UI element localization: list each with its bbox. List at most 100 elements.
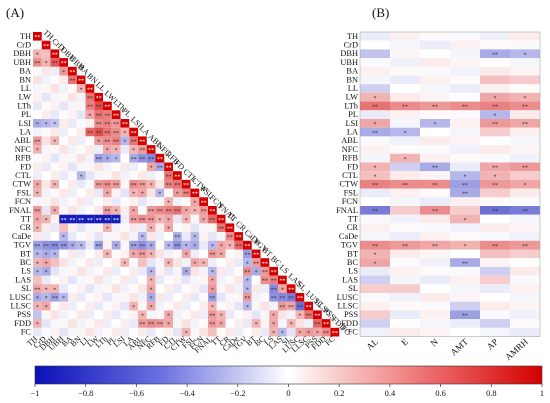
panel-a-cell xyxy=(41,206,51,215)
panel-b-cell xyxy=(480,249,510,259)
panel-a-cell xyxy=(120,284,130,293)
panel-a-cell xyxy=(138,206,147,215)
panel-b-cell xyxy=(420,197,450,206)
panel-a-cell xyxy=(33,136,42,146)
panel-a-significance: ** xyxy=(209,296,215,302)
panel-a-cell xyxy=(33,188,42,198)
panel-a-cell xyxy=(76,284,86,293)
panel-a-row-label: CTL xyxy=(15,171,31,180)
panel-a-cell xyxy=(155,223,165,233)
panel-a-cell xyxy=(50,101,60,111)
panel-a-significance: ** xyxy=(148,322,154,328)
panel-a-cell xyxy=(94,293,103,302)
panel-b-significance: ** xyxy=(432,244,438,250)
panel-b-cell xyxy=(450,110,480,119)
panel-a-cell xyxy=(146,301,156,311)
panel-a-cell xyxy=(94,319,103,328)
panel-a-cell xyxy=(103,145,112,154)
panel-b-cell xyxy=(420,327,450,337)
panel-a-significance: ** xyxy=(69,79,75,85)
panel-a-cell xyxy=(181,223,191,233)
panel-a-cell xyxy=(76,232,86,241)
panel-a-cell xyxy=(164,179,173,189)
panel-b-cell xyxy=(360,58,390,67)
panel-b-cell xyxy=(450,119,480,128)
panel-a-cell xyxy=(260,266,270,276)
panel-a-cell xyxy=(85,249,95,259)
panel-b-cell xyxy=(480,240,510,250)
panel-a-cell xyxy=(208,327,217,337)
panel-a-cell xyxy=(225,310,235,320)
panel-a-significance: * xyxy=(150,270,153,276)
panel-a-cell xyxy=(33,310,42,320)
panel-a-cell xyxy=(41,293,51,302)
panel-b-cell xyxy=(450,179,480,189)
panel-b-cell xyxy=(480,40,510,50)
panel-a-significance: * xyxy=(80,174,83,180)
panel-a-significance: * xyxy=(150,166,153,172)
panel-a-cell xyxy=(146,162,156,172)
panel-a-cell xyxy=(111,327,121,337)
panel-b-cell xyxy=(480,266,510,276)
panel-b-cell xyxy=(420,223,450,233)
panel-a-cell xyxy=(59,153,68,163)
panel-a-significance: ** xyxy=(139,218,145,224)
panel-b-cell xyxy=(450,232,480,241)
panel-b-cell xyxy=(480,58,510,67)
panel-a-cell xyxy=(111,258,121,267)
panel-b-cell xyxy=(510,171,540,180)
panel-a-cell xyxy=(85,119,95,128)
panel-a-row-label: LUSC xyxy=(10,293,32,302)
panel-a-cell xyxy=(146,206,156,215)
panel-a-cell xyxy=(33,32,42,41)
panel-a-cell xyxy=(68,197,77,206)
panel-a-cell xyxy=(111,301,121,311)
panel-a-significance: ** xyxy=(148,209,154,215)
panel-a-cell xyxy=(190,240,200,250)
panel-b-row-label: LAS xyxy=(342,275,358,284)
panel-a-row-label: ABL xyxy=(14,136,31,145)
panel-a-cell xyxy=(216,258,226,267)
panel-a-cell xyxy=(138,266,147,276)
panel-a-row-label: LAS xyxy=(15,275,31,284)
panel-a-cell xyxy=(111,275,121,285)
panel-a-cell xyxy=(243,275,252,285)
panel-a-cell xyxy=(286,293,296,302)
panel-a-cell xyxy=(216,327,226,337)
panel-b-cell xyxy=(390,240,420,250)
panel-b-cell xyxy=(420,240,450,250)
panel-a-cell xyxy=(164,266,173,276)
panel-a-cell xyxy=(94,240,103,250)
panel-a-cell xyxy=(216,223,226,233)
panel-a-cell xyxy=(85,92,95,102)
panel-a-cell xyxy=(181,206,191,215)
panel-a-cell xyxy=(111,188,121,198)
panel-b-cell xyxy=(420,32,450,41)
panel-b-cell xyxy=(420,206,450,215)
panel-a-significance: ** xyxy=(218,227,224,233)
panel-a-significance: * xyxy=(220,322,223,328)
panel-a-significance: * xyxy=(202,218,205,224)
panel-a-cell xyxy=(225,327,235,337)
panel-a-cell xyxy=(243,284,252,293)
panel-b-cell xyxy=(360,275,390,285)
panel-a-cell xyxy=(313,327,322,337)
panel-a-cell xyxy=(120,171,130,180)
panel-b-frame xyxy=(359,31,541,337)
panel-b-cell xyxy=(360,40,390,50)
panel-a-significance: ** xyxy=(314,314,320,320)
panel-b-cell xyxy=(450,58,480,67)
panel-a-cell xyxy=(313,319,322,328)
panel-b-cell xyxy=(510,223,540,233)
panel-a-significance: * xyxy=(193,235,196,241)
panel-a-significance: * xyxy=(202,261,205,267)
panel-b-cell xyxy=(390,136,420,146)
panel-b-significance: ** xyxy=(372,105,378,111)
panel-a-significance: ** xyxy=(253,261,259,267)
panel-a-significance: ** xyxy=(104,183,110,189)
panel-a-cell xyxy=(50,58,60,67)
panel-a-cell xyxy=(190,301,200,311)
panel-a-significance: * xyxy=(246,287,249,293)
panel-a-cell xyxy=(146,249,156,259)
panel-a-significance: * xyxy=(106,227,109,233)
